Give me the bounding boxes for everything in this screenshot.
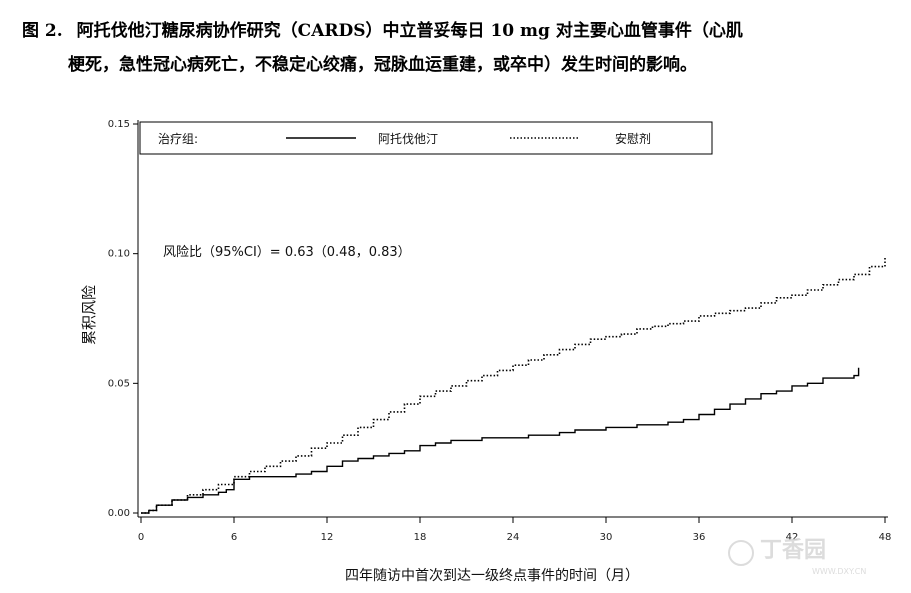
legend-title: 治疗组: xyxy=(158,132,198,146)
caption-text-1: 阿托伐他汀糖尿病协作研究（CARDS）中立普妥每日 10 mg 对主要心血管事件… xyxy=(76,21,743,41)
x-tick-label: 12 xyxy=(321,532,334,543)
y-axis-ticks: 0.00 0.05 0.10 0.15 xyxy=(108,119,138,519)
watermark-logo-icon xyxy=(728,540,754,566)
dxy-watermark: 丁香园 WWW.DXY.CN xyxy=(728,538,866,576)
y-axis-label: 累积风险 xyxy=(80,285,98,345)
legend-entry-placebo: 安慰剂 xyxy=(615,131,651,146)
watermark-text: 丁香园 xyxy=(760,538,826,563)
y-tick-label: 0.15 xyxy=(108,119,130,130)
y-tick-label: 0.00 xyxy=(108,508,130,519)
x-tick-label: 36 xyxy=(693,532,706,543)
x-tick-label: 24 xyxy=(507,532,520,543)
x-axis-ticks: 0 6 12 18 24 30 36 42 48 xyxy=(138,517,892,543)
x-tick-label: 30 xyxy=(600,532,613,543)
y-tick-label: 0.10 xyxy=(108,249,130,260)
series-line-placebo xyxy=(141,256,886,514)
series-layer xyxy=(141,256,886,514)
y-tick-label: 0.05 xyxy=(108,378,130,389)
caption-line-1: 图 2. 阿托伐他汀糖尿病协作研究（CARDS）中立普妥每日 10 mg 对主要心… xyxy=(22,14,743,48)
caption-label: 图 2. xyxy=(22,21,63,41)
caption-line-2: 梗死，急性冠心病死亡，不稳定心绞痛，冠脉血运重建，或卒中）发生时间的影响。 xyxy=(68,55,697,75)
watermark-url: WWW.DXY.CN xyxy=(812,567,866,576)
x-tick-label: 42 xyxy=(786,532,799,543)
x-tick-label: 48 xyxy=(879,532,892,543)
legend: 治疗组: 阿托伐他汀 安慰剂 xyxy=(139,121,713,155)
x-tick-label: 6 xyxy=(231,532,237,543)
series-line-atorvastatin xyxy=(141,367,860,514)
legend-entry-atorvastatin: 阿托伐他汀 xyxy=(378,132,438,146)
x-axis-label: 四年随访中首次到达一级终点事件的时间（月） xyxy=(345,568,639,584)
x-tick-label: 0 xyxy=(138,532,144,543)
x-tick-label: 18 xyxy=(414,532,427,543)
hazard-ratio-annotation: 风险比（95%CI）= 0.63（0.48，0.83） xyxy=(163,245,411,260)
legend-box xyxy=(139,121,713,155)
